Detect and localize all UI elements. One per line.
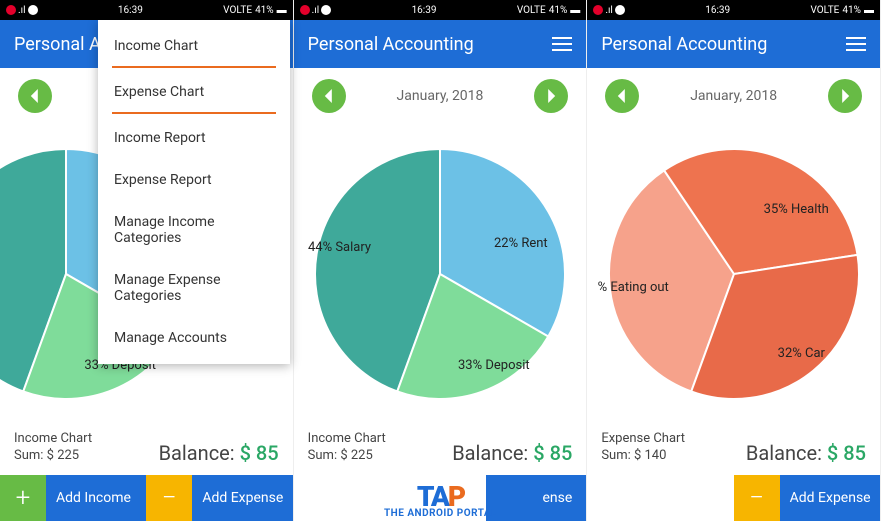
dropdown-separator (112, 112, 276, 114)
carrier-dot-2-icon (615, 5, 625, 15)
bottom-buttons: + Add Income − Add Expense (0, 475, 293, 521)
plus-icon: + (0, 475, 46, 521)
add-expense-button[interactable]: ense (440, 475, 586, 521)
app-title: Personal Ac (14, 34, 110, 55)
dropdown-item[interactable]: Income Report (98, 116, 290, 158)
app-bar: Personal Accounting (587, 20, 880, 68)
screen-3: .ıl 16:39 VOLTE41%▬ Personal Accounting … (587, 0, 881, 521)
battery-text: 41% (255, 5, 274, 16)
carrier-dot-icon (6, 5, 16, 15)
balance-value: $ 85 (827, 441, 866, 465)
balance-label: Balance: (159, 441, 235, 465)
add-income-label: Add Income (46, 475, 146, 521)
battery-icon: ▬ (864, 5, 874, 16)
status-bar: .ıl 16:39 VOLTE41%▬ (294, 0, 587, 20)
carrier-dot-2-icon (28, 5, 38, 15)
add-expense-button[interactable]: − Add Expense (146, 475, 292, 521)
month-nav: January, 2018 (587, 68, 880, 124)
dropdown-item[interactable]: Income Chart (98, 24, 290, 66)
add-expense-label: Add Expense (780, 475, 880, 521)
status-bar: .ıl 16:39 VOLTE41%▬ (587, 0, 880, 20)
chart-title: Expense Chart (601, 430, 685, 448)
dropdown-item[interactable]: Manage Accounts (98, 316, 290, 358)
next-month-button[interactable] (534, 79, 568, 113)
balance-label: Balance: (452, 441, 528, 465)
signal-text: .ıl (312, 5, 320, 16)
app-bar: Personal Accounting (294, 20, 587, 68)
add-expense-label: ense (486, 475, 586, 521)
bottom-buttons: ense (294, 475, 587, 521)
dropdown-item[interactable]: Manage Expense Categories (98, 258, 290, 316)
pie-slice-label: % Eating out (598, 280, 669, 295)
dropdown-item[interactable]: Expense Chart (98, 70, 290, 112)
pie-slice-label: 44% Salary (308, 240, 371, 255)
battery-text: 41% (549, 5, 568, 16)
screen-1: .ıl 16:39 VOLTE41%▬ Personal Ac 44% Sala… (0, 0, 294, 521)
balance: Balance: $ 85 (746, 441, 866, 465)
carrier-dot-icon (300, 5, 310, 15)
battery-icon: ▬ (570, 5, 580, 16)
chart-title: Income Chart (308, 430, 386, 448)
chart-title: Income Chart (14, 430, 92, 448)
status-time: 16:39 (412, 5, 437, 16)
add-expense-label: Add Expense (192, 475, 292, 521)
chart-sum: Sum: $ 225 (308, 447, 386, 465)
dropdown-separator (112, 66, 276, 68)
status-bar: .ıl 16:39 VOLTE41%▬ (0, 0, 293, 20)
prev-month-button[interactable] (605, 79, 639, 113)
minus-icon: − (734, 475, 780, 521)
dropdown-item[interactable]: Manage Income Categories (98, 200, 290, 258)
chart-sum: Sum: $ 140 (601, 447, 685, 465)
add-income-button[interactable]: + Add Income (0, 475, 146, 521)
summary-row: Expense Chart Sum: $ 140 Balance: $ 85 (587, 424, 880, 475)
signal-text: .ıl (18, 5, 26, 16)
dropdown-menu: Income ChartExpense ChartIncome ReportEx… (98, 20, 290, 364)
income-pie: 44% Salary 33% Deposit 22% Rent (310, 144, 570, 404)
volte-icon: VOLTE (810, 5, 839, 16)
bottom-buttons: − Add Expense (587, 475, 880, 521)
volte-icon: VOLTE (517, 5, 546, 16)
carrier-dot-2-icon (321, 5, 331, 15)
screen-2: .ıl 16:39 VOLTE41%▬ Personal Accounting … (294, 0, 588, 521)
menu-icon[interactable] (552, 37, 572, 51)
summary-row: Income Chart Sum: $ 225 Balance: $ 85 (0, 424, 293, 475)
carrier-dot-icon (593, 5, 603, 15)
status-time: 16:39 (118, 5, 143, 16)
month-nav: January, 2018 (294, 68, 587, 124)
balance-value: $ 85 (533, 441, 572, 465)
pie-slice-label: 35% Health (764, 202, 829, 217)
dropdown-item[interactable]: Expense Report (98, 158, 290, 200)
next-month-button[interactable] (828, 79, 862, 113)
app-title: Personal Accounting (308, 34, 474, 55)
balance-value: $ 85 (240, 441, 279, 465)
balance-label: Balance: (746, 441, 822, 465)
add-expense-button[interactable]: − Add Expense (734, 475, 880, 521)
minus-icon: − (146, 475, 192, 521)
pie-area: 35% Health 32% Car % Eating out (587, 124, 880, 424)
month-label: January, 2018 (397, 88, 484, 104)
balance: Balance: $ 85 (452, 441, 572, 465)
pie-slice-label: 32% Car (778, 346, 825, 361)
signal-text: .ıl (605, 5, 613, 16)
chart-sum: Sum: $ 225 (14, 447, 92, 465)
pie-slice-label: 22% Rent (494, 236, 548, 251)
balance: Balance: $ 85 (159, 441, 279, 465)
app-title: Personal Accounting (601, 34, 767, 55)
prev-month-button[interactable] (312, 79, 346, 113)
summary-row: Income Chart Sum: $ 225 Balance: $ 85 (294, 424, 587, 475)
battery-text: 41% (842, 5, 861, 16)
menu-icon[interactable] (846, 37, 866, 51)
expense-pie: 35% Health32% Car% Eating out (604, 144, 864, 404)
pie-slice-label: 33% Deposit (458, 358, 530, 373)
status-time: 16:39 (705, 5, 730, 16)
pie-area: 44% Salary 33% Deposit 22% Rent (294, 124, 587, 424)
volte-icon: VOLTE (223, 5, 252, 16)
battery-icon: ▬ (277, 5, 287, 16)
month-label: January, 2018 (690, 88, 777, 104)
prev-month-button[interactable] (18, 79, 52, 113)
